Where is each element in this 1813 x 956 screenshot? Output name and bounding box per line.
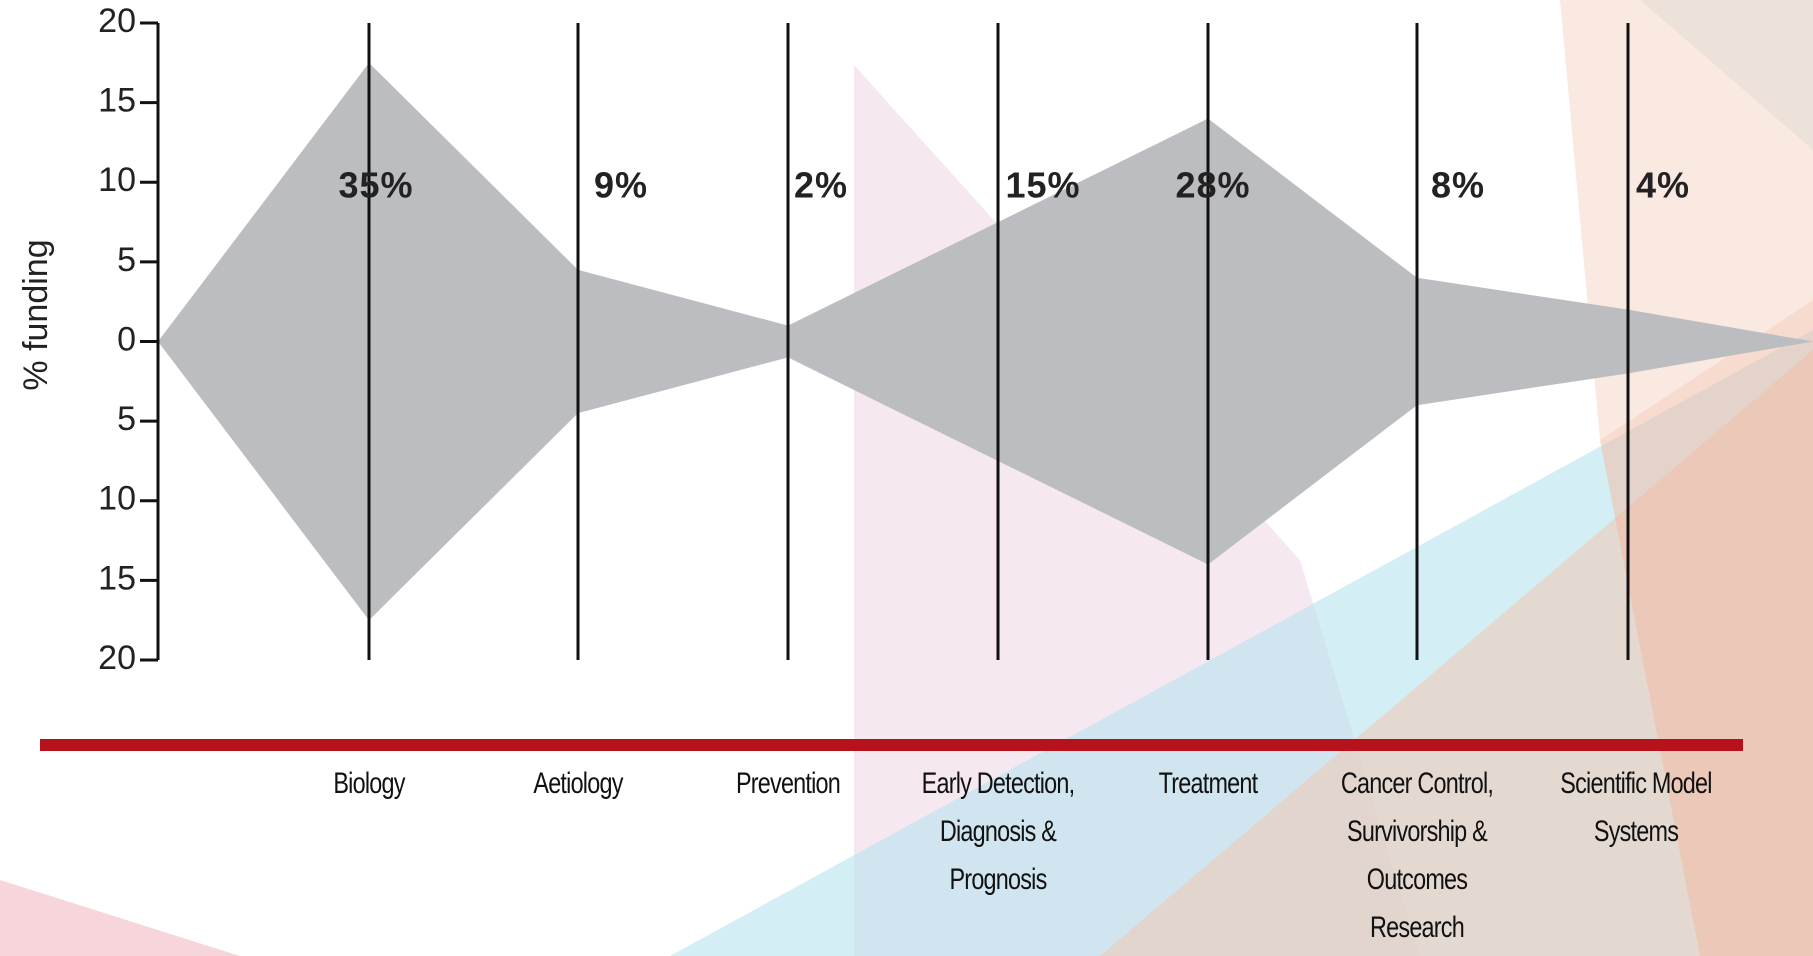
value-label: 4% [1636,165,1690,206]
category-label: Prevention [735,767,841,800]
value-label: 8% [1431,165,1485,206]
category-label: Scientific Model Systems [1560,767,1712,848]
y-tick-label: 20 [98,2,136,40]
value-label: 9% [594,165,648,206]
category-label: Biology [333,767,405,800]
category-label: Early Detection, Diagnosis & Prognosis [921,767,1075,896]
y-tick-label: 10 [98,480,136,518]
y-axis-label: % funding [17,239,55,390]
value-label: 35% [338,165,413,206]
category-label: Treatment [1158,767,1259,800]
category-label: Cancer Control, Survivorship & Outcomes … [1340,767,1494,944]
funding-area [158,62,1813,621]
y-tick-label: 0 [117,320,136,358]
y-tick-label: 20 [98,639,136,677]
category-label: Aetiology [533,767,623,800]
y-tick-label: 5 [117,400,136,438]
y-tick-label: 15 [98,559,136,597]
y-tick-label: 15 [98,82,136,120]
value-label: 28% [1175,165,1250,206]
y-tick-label: 5 [117,241,136,279]
value-label: 15% [1005,165,1080,206]
y-tick-label: 10 [98,161,136,199]
value-label: 2% [794,165,848,206]
